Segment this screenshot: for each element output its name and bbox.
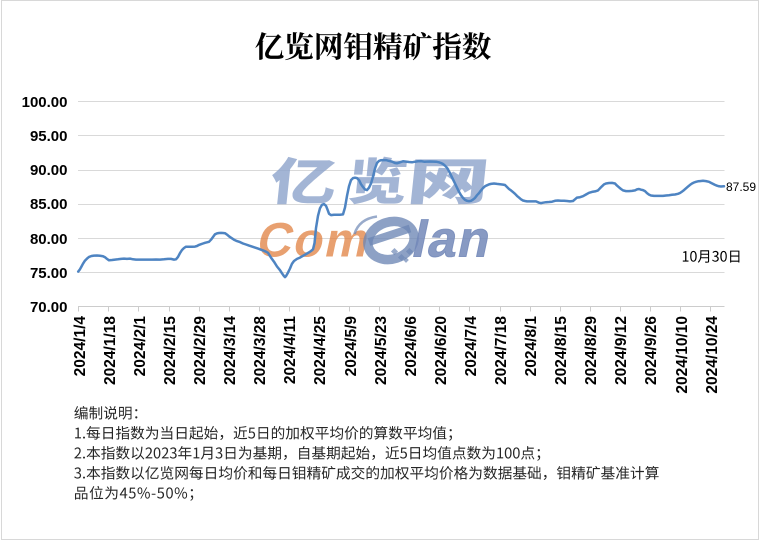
svg-text:lan: lan (408, 210, 498, 267)
